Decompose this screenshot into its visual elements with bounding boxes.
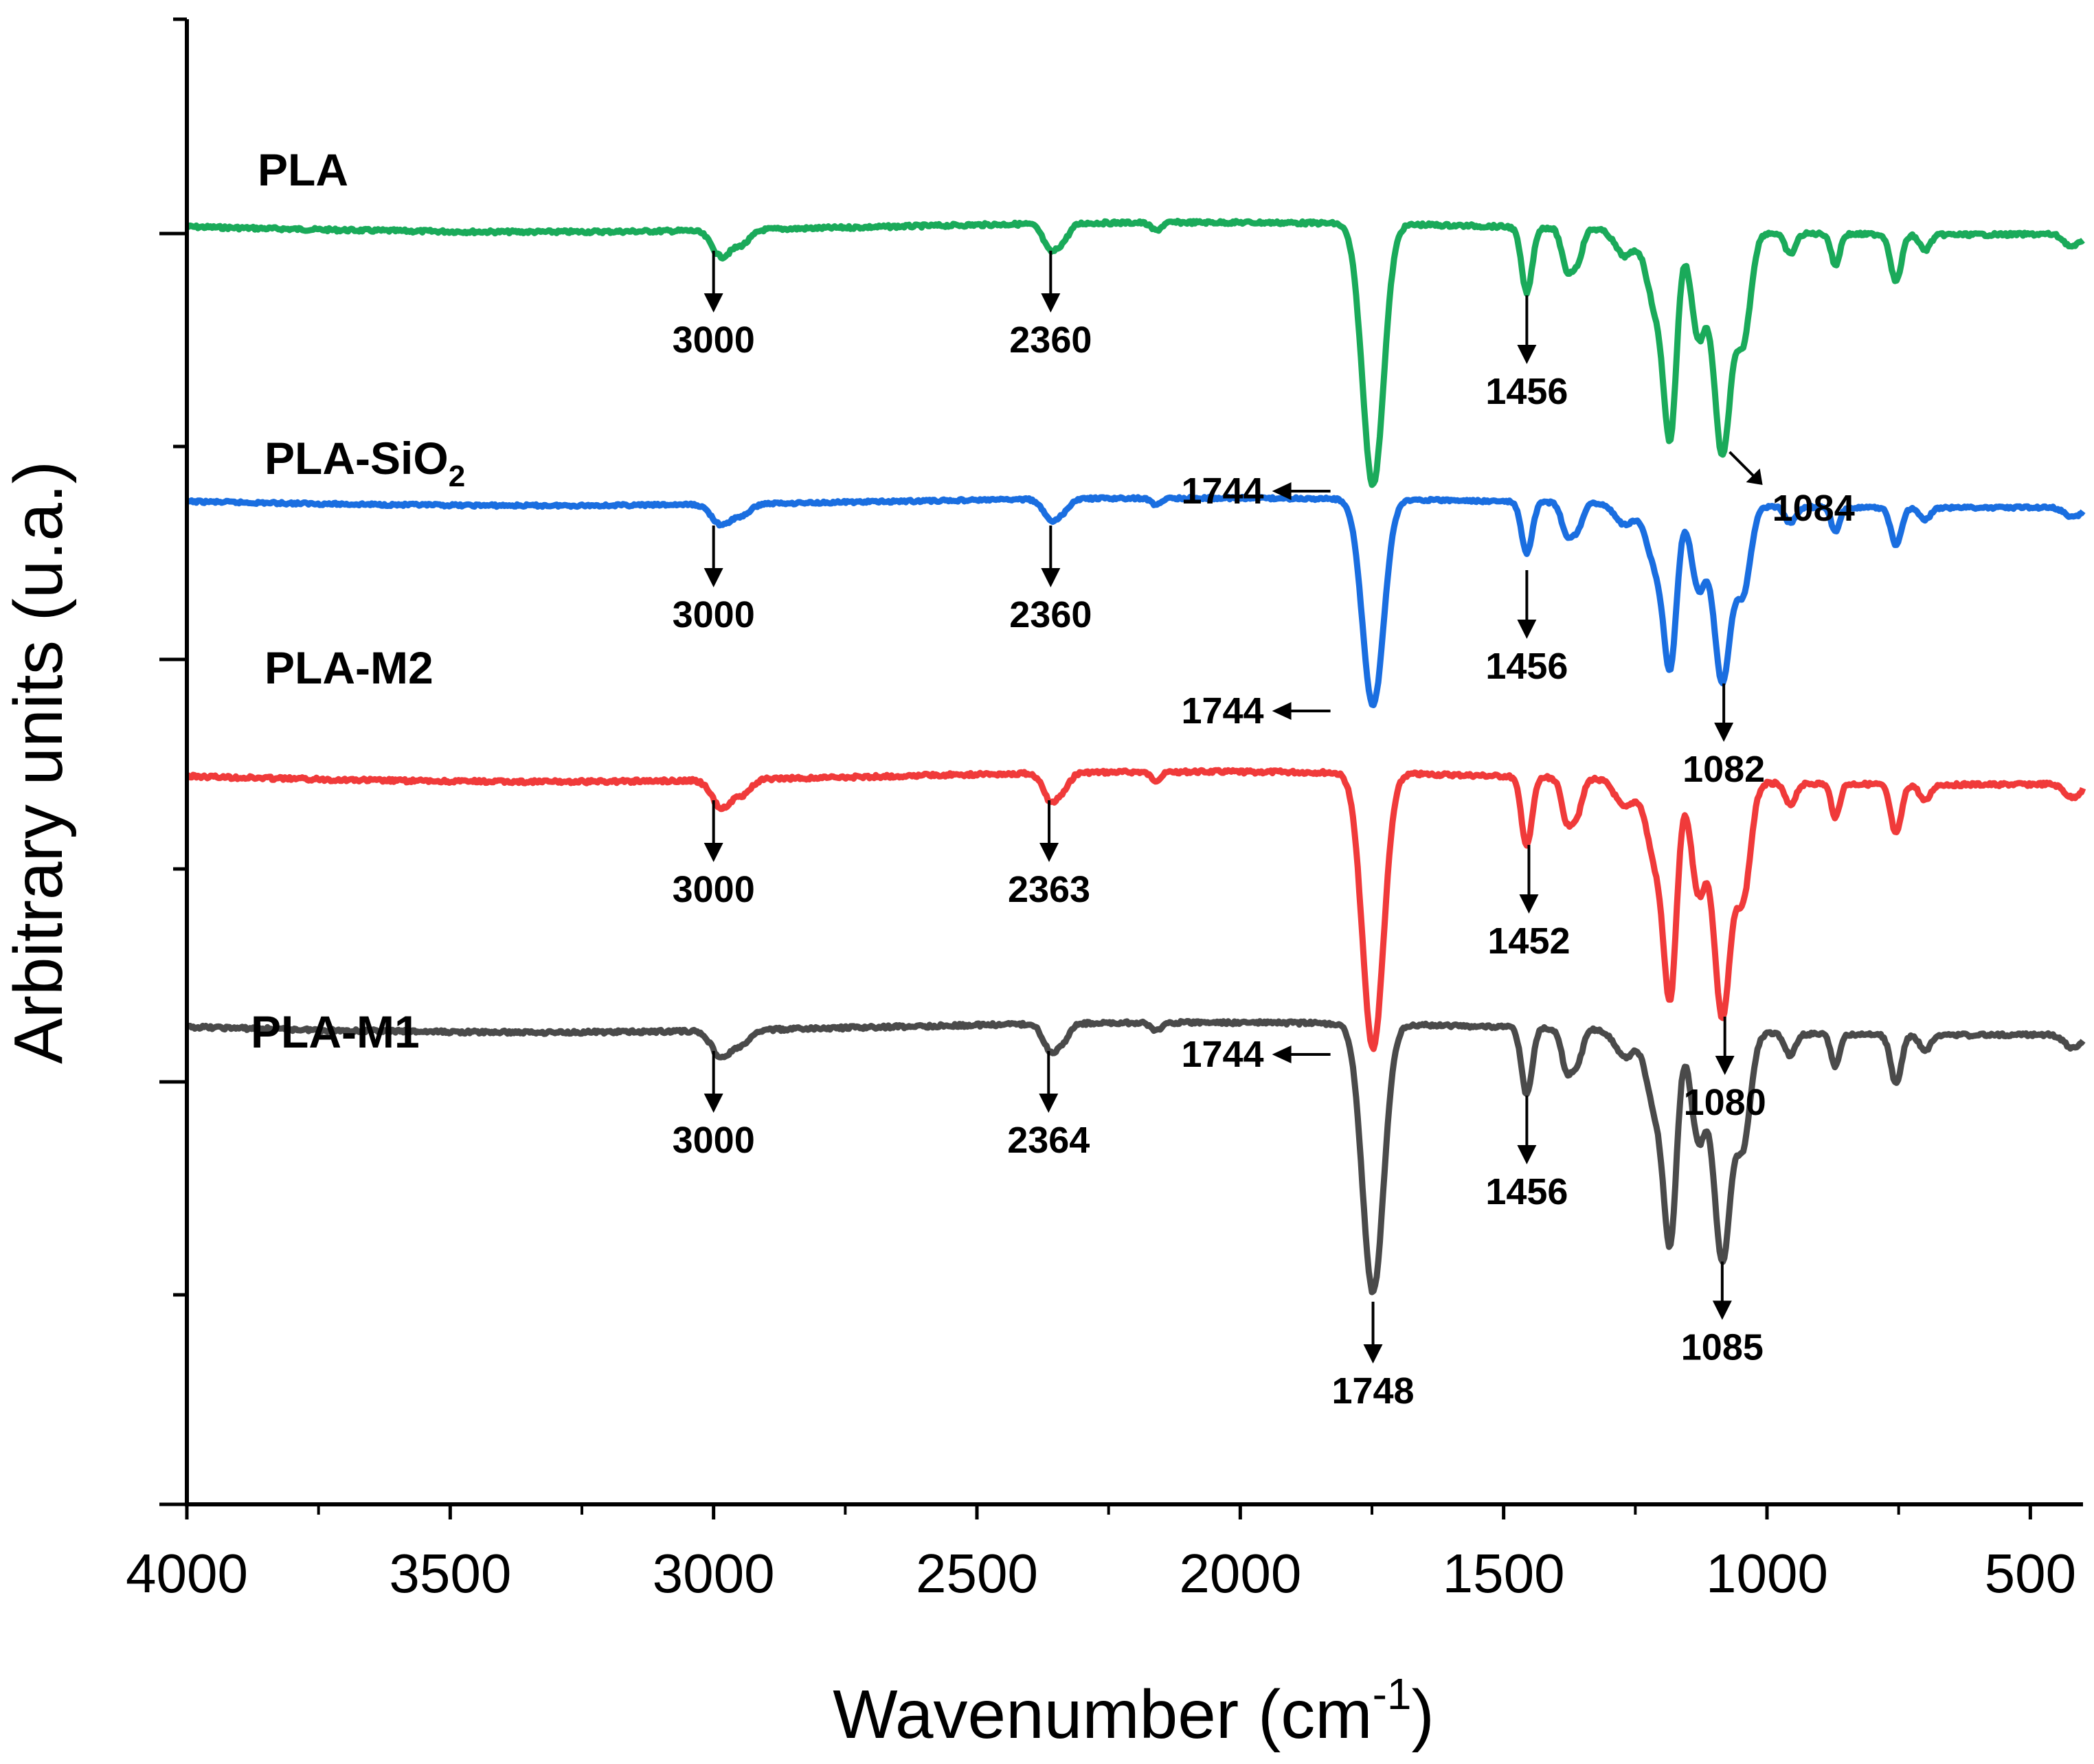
series-name-subscript: 2	[449, 460, 465, 493]
x-axis-title-close: )	[1411, 1676, 1434, 1753]
peak-annotation: 1082	[1682, 683, 1765, 790]
peak-label: 2360	[1009, 319, 1092, 361]
arrow-shaft	[1729, 451, 1759, 481]
peak-label: 3000	[673, 594, 755, 635]
x-tick-label: 4000	[126, 1543, 248, 1604]
x-axis-title-main: Wavenumber (cm	[833, 1676, 1372, 1753]
arrow-head	[1039, 1094, 1059, 1113]
peak-label: 1085	[1681, 1327, 1764, 1368]
arrow-head	[1039, 843, 1059, 862]
spectrum-line-2	[185, 493, 2086, 708]
spectrum-line-3	[185, 767, 2086, 1052]
peak-label: 1080	[1684, 1082, 1766, 1123]
arrow-head	[1519, 894, 1539, 914]
peak-annotation: 1744	[1181, 471, 1331, 512]
peak-annotation: 2360	[1009, 525, 1092, 635]
arrow-head	[1517, 1145, 1537, 1164]
peak-annotation: 1456	[1485, 1096, 1568, 1212]
arrow-head	[1272, 1045, 1292, 1063]
spectra-layer	[185, 218, 2086, 1296]
peak-label: 3000	[673, 1120, 755, 1161]
arrow-head	[1272, 482, 1292, 500]
arrow-head	[1363, 1344, 1383, 1364]
arrow-head	[1714, 723, 1734, 742]
peak-annotation: 1744	[1181, 690, 1331, 732]
peak-annotation: 2364	[1007, 1051, 1090, 1161]
peak-annotation: 1456	[1485, 295, 1568, 412]
peak-annotation: 1080	[1684, 1017, 1766, 1123]
x-tick-label: 2500	[916, 1543, 1038, 1604]
peak-annotation: 1748	[1331, 1302, 1415, 1412]
peak-label: 1748	[1331, 1370, 1414, 1412]
x-axis-title-superscript: -1	[1373, 1669, 1412, 1719]
peak-annotation: 1744	[1181, 1034, 1331, 1075]
arrow-head	[1715, 1056, 1735, 1075]
peak-annotation: 3000	[673, 251, 755, 361]
x-tick-label: 3500	[389, 1543, 511, 1604]
series-name-2: PLA-SiO2	[264, 433, 465, 493]
x-tick-label: 500	[1985, 1543, 2076, 1604]
peak-annotation: 1084	[1729, 451, 1855, 529]
peak-label: 1452	[1487, 920, 1570, 962]
peak-annotation: 1456	[1485, 570, 1568, 687]
peak-label: 1744	[1181, 471, 1263, 512]
peak-annotation: 2363	[1008, 800, 1090, 910]
peak-label: 1082	[1682, 749, 1765, 790]
x-tick-label: 1000	[1706, 1543, 1828, 1604]
x-tick-label: 3000	[653, 1543, 775, 1604]
arrow-head	[703, 1094, 723, 1113]
arrow-head	[1517, 345, 1537, 364]
peak-label: 3000	[673, 319, 755, 361]
x-tick-label: 1500	[1443, 1543, 1565, 1604]
arrow-head	[1041, 568, 1061, 587]
arrow-head	[703, 843, 723, 862]
peak-label: 1084	[1772, 488, 1855, 529]
peak-annotation: 1085	[1681, 1261, 1764, 1368]
peak-label: 1744	[1181, 690, 1263, 732]
peak-annotations: 3000 2360 1744 1456 1084 3000 2360 1744 1456 1082…	[673, 251, 1855, 1412]
series-name-4: PLA-M1	[251, 1006, 420, 1057]
peak-label: 1744	[1181, 1034, 1263, 1075]
peak-label: 2364	[1007, 1120, 1090, 1161]
x-axis-title: Wavenumber (cm-1)	[833, 1669, 1434, 1753]
series-name-1: PLA	[258, 144, 348, 195]
peak-annotation: 3000	[673, 525, 755, 635]
arrow-head	[1041, 293, 1061, 313]
peak-label: 2360	[1009, 594, 1092, 635]
peak-annotation: 3000	[673, 1051, 755, 1161]
peak-annotation: 1452	[1487, 845, 1570, 962]
series-names: PLA PLA-SiO2 PLA-M2 PLA-M1	[251, 144, 465, 1057]
y-axis-title: Arbitrary units (u.a.)	[0, 461, 77, 1064]
y-ticks	[159, 17, 187, 1506]
x-tick-label: 2000	[1179, 1543, 1301, 1604]
arrow-head	[703, 293, 723, 313]
spectrum-line-4	[185, 1018, 2086, 1296]
arrow-head	[1746, 468, 1763, 485]
peak-label: 2363	[1008, 869, 1090, 910]
peak-label: 1456	[1485, 371, 1568, 412]
peak-label: 1456	[1485, 1171, 1568, 1212]
peak-label: 3000	[673, 869, 755, 910]
arrow-head	[703, 568, 723, 587]
peak-annotation: 2360	[1009, 251, 1092, 361]
arrow-head	[1272, 702, 1292, 720]
peak-label: 1456	[1485, 646, 1568, 687]
arrow-head	[1712, 1300, 1732, 1320]
series-name-3: PLA-M2	[264, 642, 434, 693]
peak-annotation: 3000	[673, 800, 755, 910]
arrow-head	[1517, 620, 1537, 639]
x-ticks: 4000 3500 3000 2500 2000 1500 1000 500	[126, 1504, 2076, 1604]
spectrum-line-1	[185, 218, 2085, 488]
